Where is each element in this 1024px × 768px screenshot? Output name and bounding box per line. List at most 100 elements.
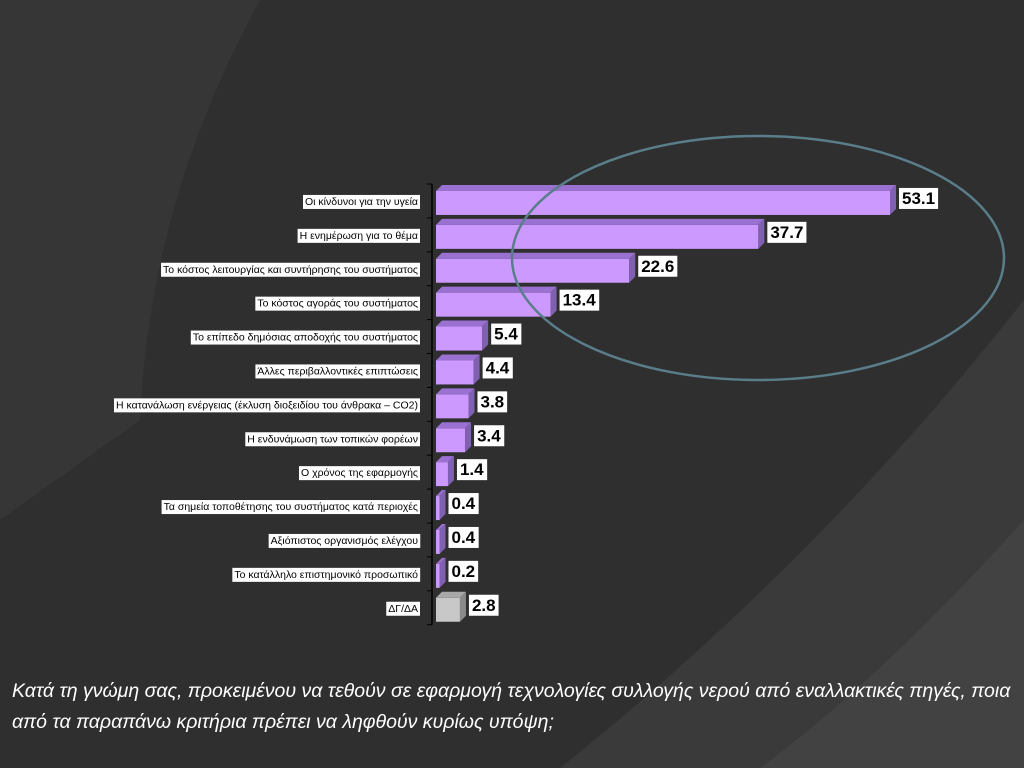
value-label-text: 0.4 xyxy=(452,528,476,547)
category-label-text: Το επίπεδο δημόσιας αποδοχής του συστήμα… xyxy=(193,332,418,344)
value-label-text: 0.4 xyxy=(452,494,476,513)
category-label: Αξιόπιστος οργανισμός ελέγχου xyxy=(268,533,421,548)
value-label-text: 4.4 xyxy=(486,358,510,377)
bar-top xyxy=(436,388,475,395)
bar-top xyxy=(436,523,446,530)
bar-side xyxy=(459,591,466,622)
bar-front xyxy=(436,597,460,622)
category-label: Το κόστος αγοράς του συστήματος xyxy=(255,296,420,311)
value-label-box xyxy=(474,425,505,447)
value-label-box xyxy=(559,289,600,311)
value-label-text: 37.7 xyxy=(770,223,803,242)
value-label: 5.4 xyxy=(491,323,522,345)
bar-front xyxy=(436,394,469,419)
bar-top xyxy=(436,591,466,598)
bar-top xyxy=(436,456,454,463)
category-label-box xyxy=(232,567,421,582)
bar-top xyxy=(436,252,636,259)
bar-front xyxy=(436,529,440,554)
bar-front xyxy=(436,496,440,521)
category-label-text: Το κόστος αγοράς του συστήματος xyxy=(257,298,418,310)
value-label-box xyxy=(482,357,513,379)
value-label-box xyxy=(491,323,522,345)
bar-front xyxy=(436,462,448,487)
bar-side xyxy=(473,354,480,385)
value-label: 0.4 xyxy=(448,526,479,548)
category-label-text: ΔΓ/ΔΑ xyxy=(388,603,418,615)
value-label: 53.1 xyxy=(899,187,939,209)
value-label-text: 1.4 xyxy=(460,460,484,479)
bar-side xyxy=(629,252,636,283)
bar-top xyxy=(436,184,897,191)
category-label-box xyxy=(255,296,420,311)
bar xyxy=(436,523,446,554)
bar xyxy=(436,591,466,622)
value-label-text: 0.2 xyxy=(452,562,476,581)
value-label: 22.6 xyxy=(638,255,678,277)
bar-side xyxy=(439,523,446,554)
bar-side xyxy=(550,286,557,317)
category-label: Οι κίνδυνοι για την υγεία xyxy=(303,194,420,209)
bar-front xyxy=(436,292,551,317)
bar-front xyxy=(436,326,483,351)
category-label-text: Άλλες περιβαλλοντικές επιπτώσεις xyxy=(257,365,418,377)
value-label-text: 5.4 xyxy=(494,325,518,344)
bars xyxy=(436,184,897,622)
category-label-text: Το κόστος λειτουργίας και συντήρησης του… xyxy=(163,264,418,276)
category-label: Το κατάλληλο επιστημονικό προσωπικό xyxy=(232,567,421,582)
bar xyxy=(436,557,446,588)
category-label-box xyxy=(161,262,420,277)
value-label-box xyxy=(638,255,678,277)
bar-top xyxy=(436,286,557,293)
bar-side xyxy=(468,388,475,419)
bar xyxy=(436,490,446,521)
y-axis xyxy=(427,183,433,626)
bar-top xyxy=(436,422,472,429)
value-label-box xyxy=(468,594,499,616)
category-label-box xyxy=(297,228,420,243)
bar-side xyxy=(890,184,897,215)
category-label-box xyxy=(268,533,421,548)
bar xyxy=(436,184,897,215)
category-label: ΔΓ/ΔΑ xyxy=(386,601,420,616)
category-label-box xyxy=(255,364,420,379)
category-label: Η ενδυνάμωση των τοπικών φορέων xyxy=(245,432,420,447)
category-labels: Οι κίνδυνοι για την υγεία Η ενημέρωση για… xyxy=(114,194,421,616)
category-label-text: Αξιόπιστος οργανισμός ελέγχου xyxy=(271,535,419,547)
bar xyxy=(436,252,636,283)
bar-side xyxy=(439,557,446,588)
category-label-text: Ο χρόνος της εφαρμογής xyxy=(301,467,418,479)
category-label: Τα σημεία τοποθέτησης του συστήματος κατ… xyxy=(161,500,420,515)
bar xyxy=(436,320,489,351)
bar xyxy=(436,354,480,385)
bar-top xyxy=(436,354,480,361)
category-label: Η κατανάλωση ενέργειας (έκλυση διοξειδίο… xyxy=(114,398,420,413)
category-label-text: Το κατάλληλο επιστημονικό προσωπικό xyxy=(234,569,418,581)
value-label-box xyxy=(448,493,479,515)
bar-side xyxy=(758,218,765,249)
category-label-text: Η ενδυνάμωση των τοπικών φορέων xyxy=(247,433,418,445)
bar-front xyxy=(436,360,474,385)
bar-top xyxy=(436,320,489,327)
value-label: 3.4 xyxy=(474,425,505,447)
category-label-box xyxy=(161,500,420,515)
value-label: 4.4 xyxy=(482,357,513,379)
value-label-text: 3.8 xyxy=(480,392,504,411)
bar-front xyxy=(436,190,891,215)
category-label: Ο χρόνος της εφαρμογής xyxy=(298,466,420,481)
category-label: Η ενημέρωση για το θέμα xyxy=(297,228,420,243)
question-caption: Κατά τη γνώμη σας, προκειμένου να τεθούν… xyxy=(12,680,1011,733)
value-label: 37.7 xyxy=(767,221,807,243)
value-label: 2.8 xyxy=(468,594,499,616)
category-label: Το επίπεδο δημόσιας αποδοχής του συστήμα… xyxy=(190,330,420,345)
category-label-box xyxy=(386,601,420,616)
value-label: 3.8 xyxy=(477,391,508,413)
value-label-box xyxy=(448,560,479,582)
value-label-text: 2.8 xyxy=(472,596,496,615)
value-label-box xyxy=(456,459,488,481)
bar xyxy=(436,456,454,487)
value-label: 1.4 xyxy=(456,459,488,481)
bar xyxy=(436,388,475,419)
category-label-box xyxy=(190,330,420,345)
